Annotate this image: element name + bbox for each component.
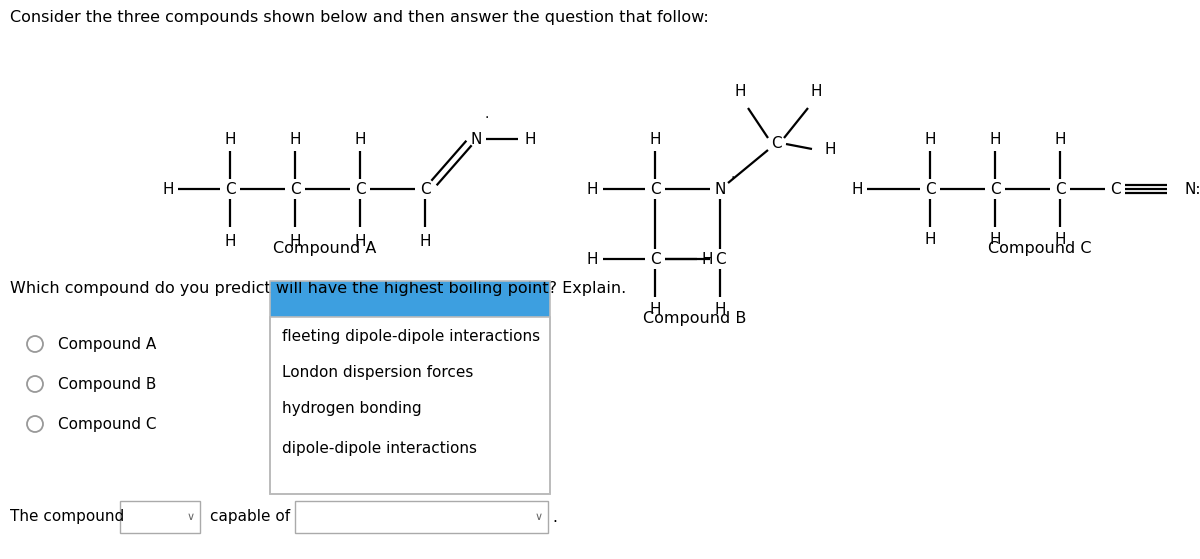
Text: C: C: [224, 182, 235, 197]
Text: C: C: [355, 182, 365, 197]
Text: C: C: [420, 182, 431, 197]
Text: capable of: capable of: [210, 509, 290, 524]
Text: H: H: [354, 234, 366, 249]
Text: H: H: [714, 301, 726, 316]
FancyBboxPatch shape: [270, 281, 550, 317]
Text: Which compound do you predict will have the highest boiling point? Explain.: Which compound do you predict will have …: [10, 281, 626, 296]
Text: H: H: [1055, 231, 1066, 247]
Text: H: H: [289, 131, 301, 146]
Text: H: H: [224, 131, 235, 146]
Text: ∨: ∨: [535, 512, 542, 522]
Text: H: H: [851, 182, 863, 197]
Text: C: C: [649, 182, 660, 197]
Text: C: C: [1055, 182, 1066, 197]
Text: Compound C: Compound C: [58, 416, 156, 432]
Text: Compound C: Compound C: [989, 241, 1092, 257]
Text: C: C: [649, 252, 660, 267]
Text: H: H: [924, 131, 936, 146]
FancyBboxPatch shape: [270, 317, 550, 494]
Text: H: H: [824, 141, 835, 157]
Text: H: H: [354, 131, 366, 146]
Text: The compound: The compound: [10, 509, 125, 524]
Text: H: H: [587, 252, 598, 267]
Text: N: N: [714, 182, 726, 197]
Text: H: H: [649, 301, 661, 316]
Text: H: H: [419, 234, 431, 249]
Text: H: H: [289, 234, 301, 249]
Text: H: H: [587, 182, 598, 197]
Text: H: H: [162, 182, 174, 197]
Text: C: C: [1110, 182, 1121, 197]
Text: C: C: [990, 182, 1001, 197]
Text: Compound B: Compound B: [643, 311, 746, 326]
Text: ·: ·: [484, 111, 488, 125]
Text: C: C: [770, 136, 781, 151]
Text: H: H: [1055, 131, 1066, 146]
Text: C: C: [925, 182, 935, 197]
Text: N:: N:: [1186, 182, 1200, 197]
Text: Compound A: Compound A: [274, 241, 377, 257]
Text: H: H: [734, 84, 745, 100]
Text: C: C: [289, 182, 300, 197]
Text: H: H: [524, 131, 535, 146]
Text: H: H: [701, 252, 713, 267]
Text: fleeting dipole-dipole interactions: fleeting dipole-dipole interactions: [282, 329, 540, 344]
FancyBboxPatch shape: [295, 501, 548, 533]
Text: .: .: [552, 509, 557, 524]
Text: H: H: [224, 234, 235, 249]
Text: H: H: [924, 231, 936, 247]
Text: H: H: [810, 84, 822, 100]
Text: ∨: ∨: [187, 512, 194, 522]
Text: H: H: [989, 131, 1001, 146]
Text: N: N: [470, 131, 481, 146]
Text: C: C: [715, 252, 725, 267]
Text: H: H: [989, 231, 1001, 247]
Text: Consider the three compounds shown below and then answer the question that follo: Consider the three compounds shown below…: [10, 10, 709, 25]
Text: H: H: [649, 131, 661, 146]
Text: Compound B: Compound B: [58, 377, 156, 391]
Text: dipole-dipole interactions: dipole-dipole interactions: [282, 442, 478, 457]
Text: hydrogen bonding: hydrogen bonding: [282, 401, 421, 416]
Text: London dispersion forces: London dispersion forces: [282, 366, 473, 381]
FancyBboxPatch shape: [120, 501, 200, 533]
Text: Compound A: Compound A: [58, 337, 156, 352]
Text: ·: ·: [730, 171, 734, 185]
